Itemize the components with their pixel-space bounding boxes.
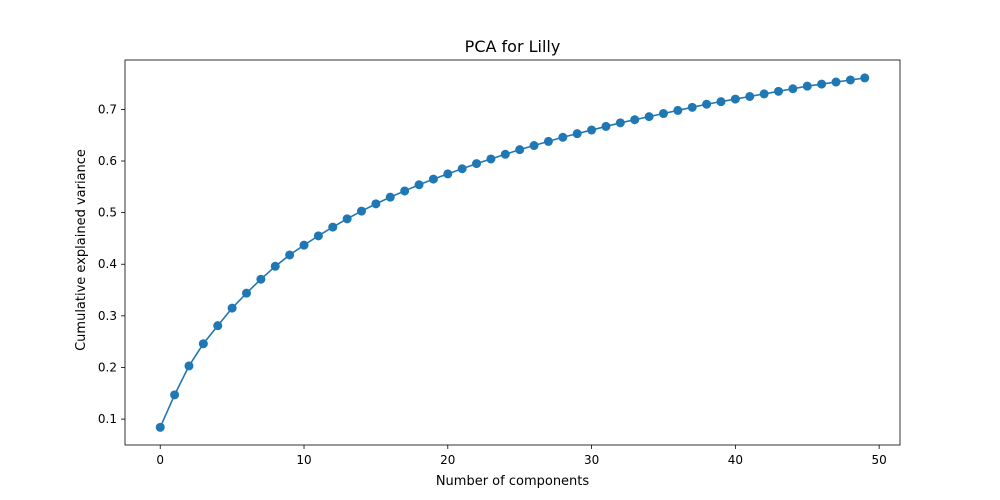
data-point — [702, 99, 712, 109]
data-point — [716, 97, 726, 107]
data-point — [543, 136, 553, 146]
axes-frame — [124, 59, 901, 446]
data-point — [241, 288, 251, 298]
data-point — [299, 240, 309, 250]
y-axis: 0.1 0.2 0.3 0.4 0.5 0.6 0.7 — [98, 102, 125, 426]
data-point — [328, 222, 338, 232]
data-point — [558, 132, 568, 142]
data-point — [184, 361, 194, 371]
data-point — [529, 141, 539, 151]
plot-area — [155, 73, 870, 432]
data-point — [428, 174, 438, 184]
data-point — [687, 102, 697, 112]
data-point — [788, 84, 798, 94]
y-tick-label: 0.7 — [98, 102, 117, 116]
x-axis: 0 10 20 30 40 50 — [156, 445, 887, 467]
data-point — [745, 91, 755, 101]
data-point — [831, 77, 841, 87]
y-tick-label: 0.1 — [98, 412, 117, 426]
data-point — [572, 129, 582, 139]
data-point — [515, 145, 525, 155]
data-point — [845, 75, 855, 85]
data-point — [227, 303, 237, 313]
data-point — [443, 169, 453, 179]
y-tick-label: 0.5 — [98, 206, 117, 220]
y-tick-label: 0.6 — [98, 154, 117, 168]
data-point — [385, 192, 395, 202]
data-point — [371, 199, 381, 209]
data-point — [155, 422, 165, 432]
x-tick-label: 50 — [872, 453, 887, 467]
chart-title: PCA for Lilly — [465, 37, 561, 56]
data-point — [357, 206, 367, 216]
data-point — [457, 164, 467, 174]
data-point — [802, 81, 812, 91]
data-point — [170, 390, 180, 400]
data-point — [860, 73, 870, 83]
y-tick-label: 0.2 — [98, 360, 117, 374]
data-point — [730, 94, 740, 104]
x-tick-label: 10 — [296, 453, 311, 467]
x-axis-label: Number of components — [436, 474, 590, 489]
data-point — [644, 112, 654, 122]
y-tick-label: 0.3 — [98, 309, 117, 323]
data-point — [630, 115, 640, 125]
data-point — [486, 154, 496, 164]
data-point — [313, 231, 323, 241]
data-point — [285, 250, 295, 260]
data-point — [759, 89, 769, 99]
data-point — [673, 105, 683, 115]
data-point — [817, 79, 827, 89]
x-tick-label: 0 — [156, 453, 164, 467]
y-tick-label: 0.4 — [98, 257, 117, 271]
x-tick-label: 40 — [728, 453, 743, 467]
data-point — [774, 86, 784, 96]
data-point — [500, 149, 510, 159]
data-point — [587, 125, 597, 135]
data-point — [615, 118, 625, 128]
x-tick-label: 30 — [584, 453, 599, 467]
data-point — [414, 180, 424, 190]
data-point — [270, 261, 280, 271]
data-point — [342, 214, 352, 224]
data-point — [400, 186, 410, 196]
data-point — [601, 121, 611, 131]
y-axis-label: Cumulative explained variance — [74, 149, 89, 351]
data-point — [198, 339, 208, 349]
x-tick-label: 20 — [440, 453, 455, 467]
data-point — [213, 321, 223, 331]
data-point — [658, 109, 668, 119]
data-point — [472, 159, 482, 169]
data-point — [256, 274, 266, 284]
